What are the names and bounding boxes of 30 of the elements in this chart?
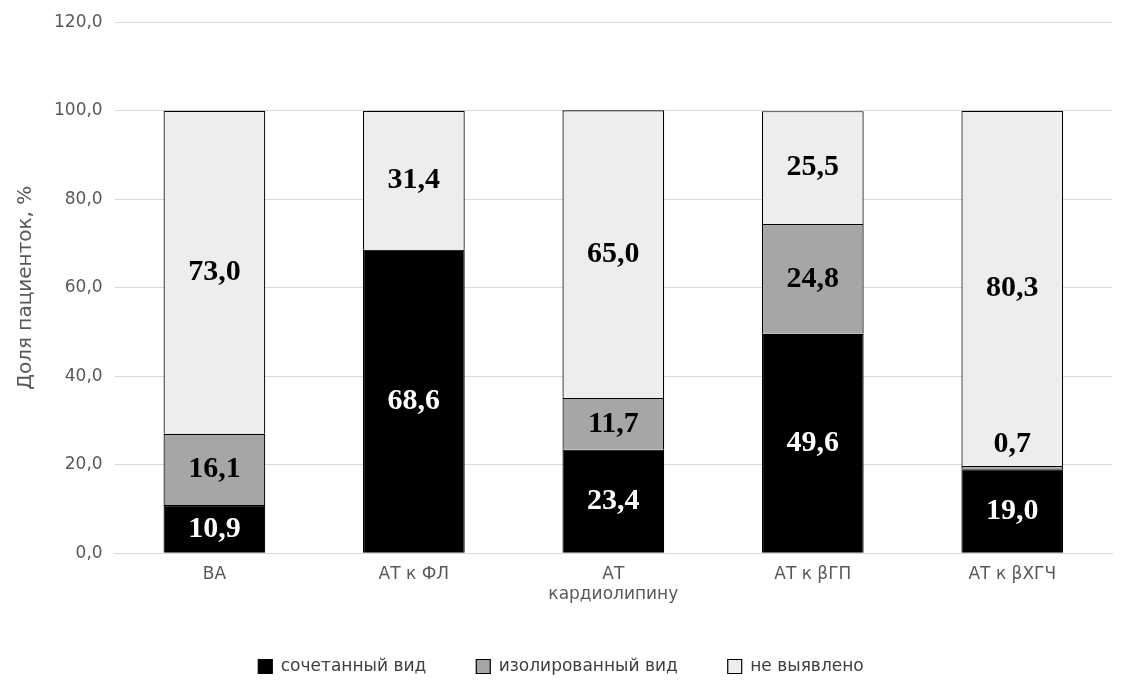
legend-label: изолированный вид — [498, 654, 678, 675]
x-tick-label: АТ к βХГЧ — [968, 562, 1057, 583]
data-label: 11,7 — [587, 404, 639, 438]
data-label: 73,0 — [188, 252, 241, 286]
y-tick-label: 40,0 — [64, 364, 103, 385]
data-label: 80,3 — [986, 269, 1039, 303]
legend-label: сочетанный вид — [280, 654, 427, 675]
data-label: 25,5 — [786, 148, 840, 182]
y-tick-label: 100,0 — [54, 99, 103, 120]
y-tick-label: 60,0 — [64, 276, 103, 297]
x-tick-label: ВА — [202, 562, 227, 583]
y-axis-title: Доля пациенток, % — [12, 185, 37, 390]
data-label: 24,8 — [786, 259, 840, 293]
data-label: 68,6 — [387, 381, 441, 415]
x-tick-label: АТ кардиолипину — [548, 562, 679, 604]
data-label: 49,6 — [786, 423, 840, 457]
data-label: 10,9 — [188, 509, 241, 543]
x-tick-label: АТ к βГП — [774, 562, 852, 583]
legend-label: не выявлено — [750, 654, 864, 675]
y-tick-label: 0,0 — [75, 541, 103, 562]
y-tick-label: 120,0 — [54, 10, 103, 31]
x-tick-label: АТ к ФЛ — [378, 562, 450, 583]
y-tick-label: 80,0 — [64, 187, 103, 208]
data-label: 31,4 — [387, 160, 441, 194]
data-label: 16,1 — [188, 450, 241, 484]
data-label: 19,0 — [986, 491, 1039, 525]
data-label: 65,0 — [587, 234, 640, 268]
data-label: 0,7 — [993, 424, 1032, 458]
data-label: 23,4 — [587, 481, 640, 515]
y-tick-label: 20,0 — [64, 453, 103, 474]
